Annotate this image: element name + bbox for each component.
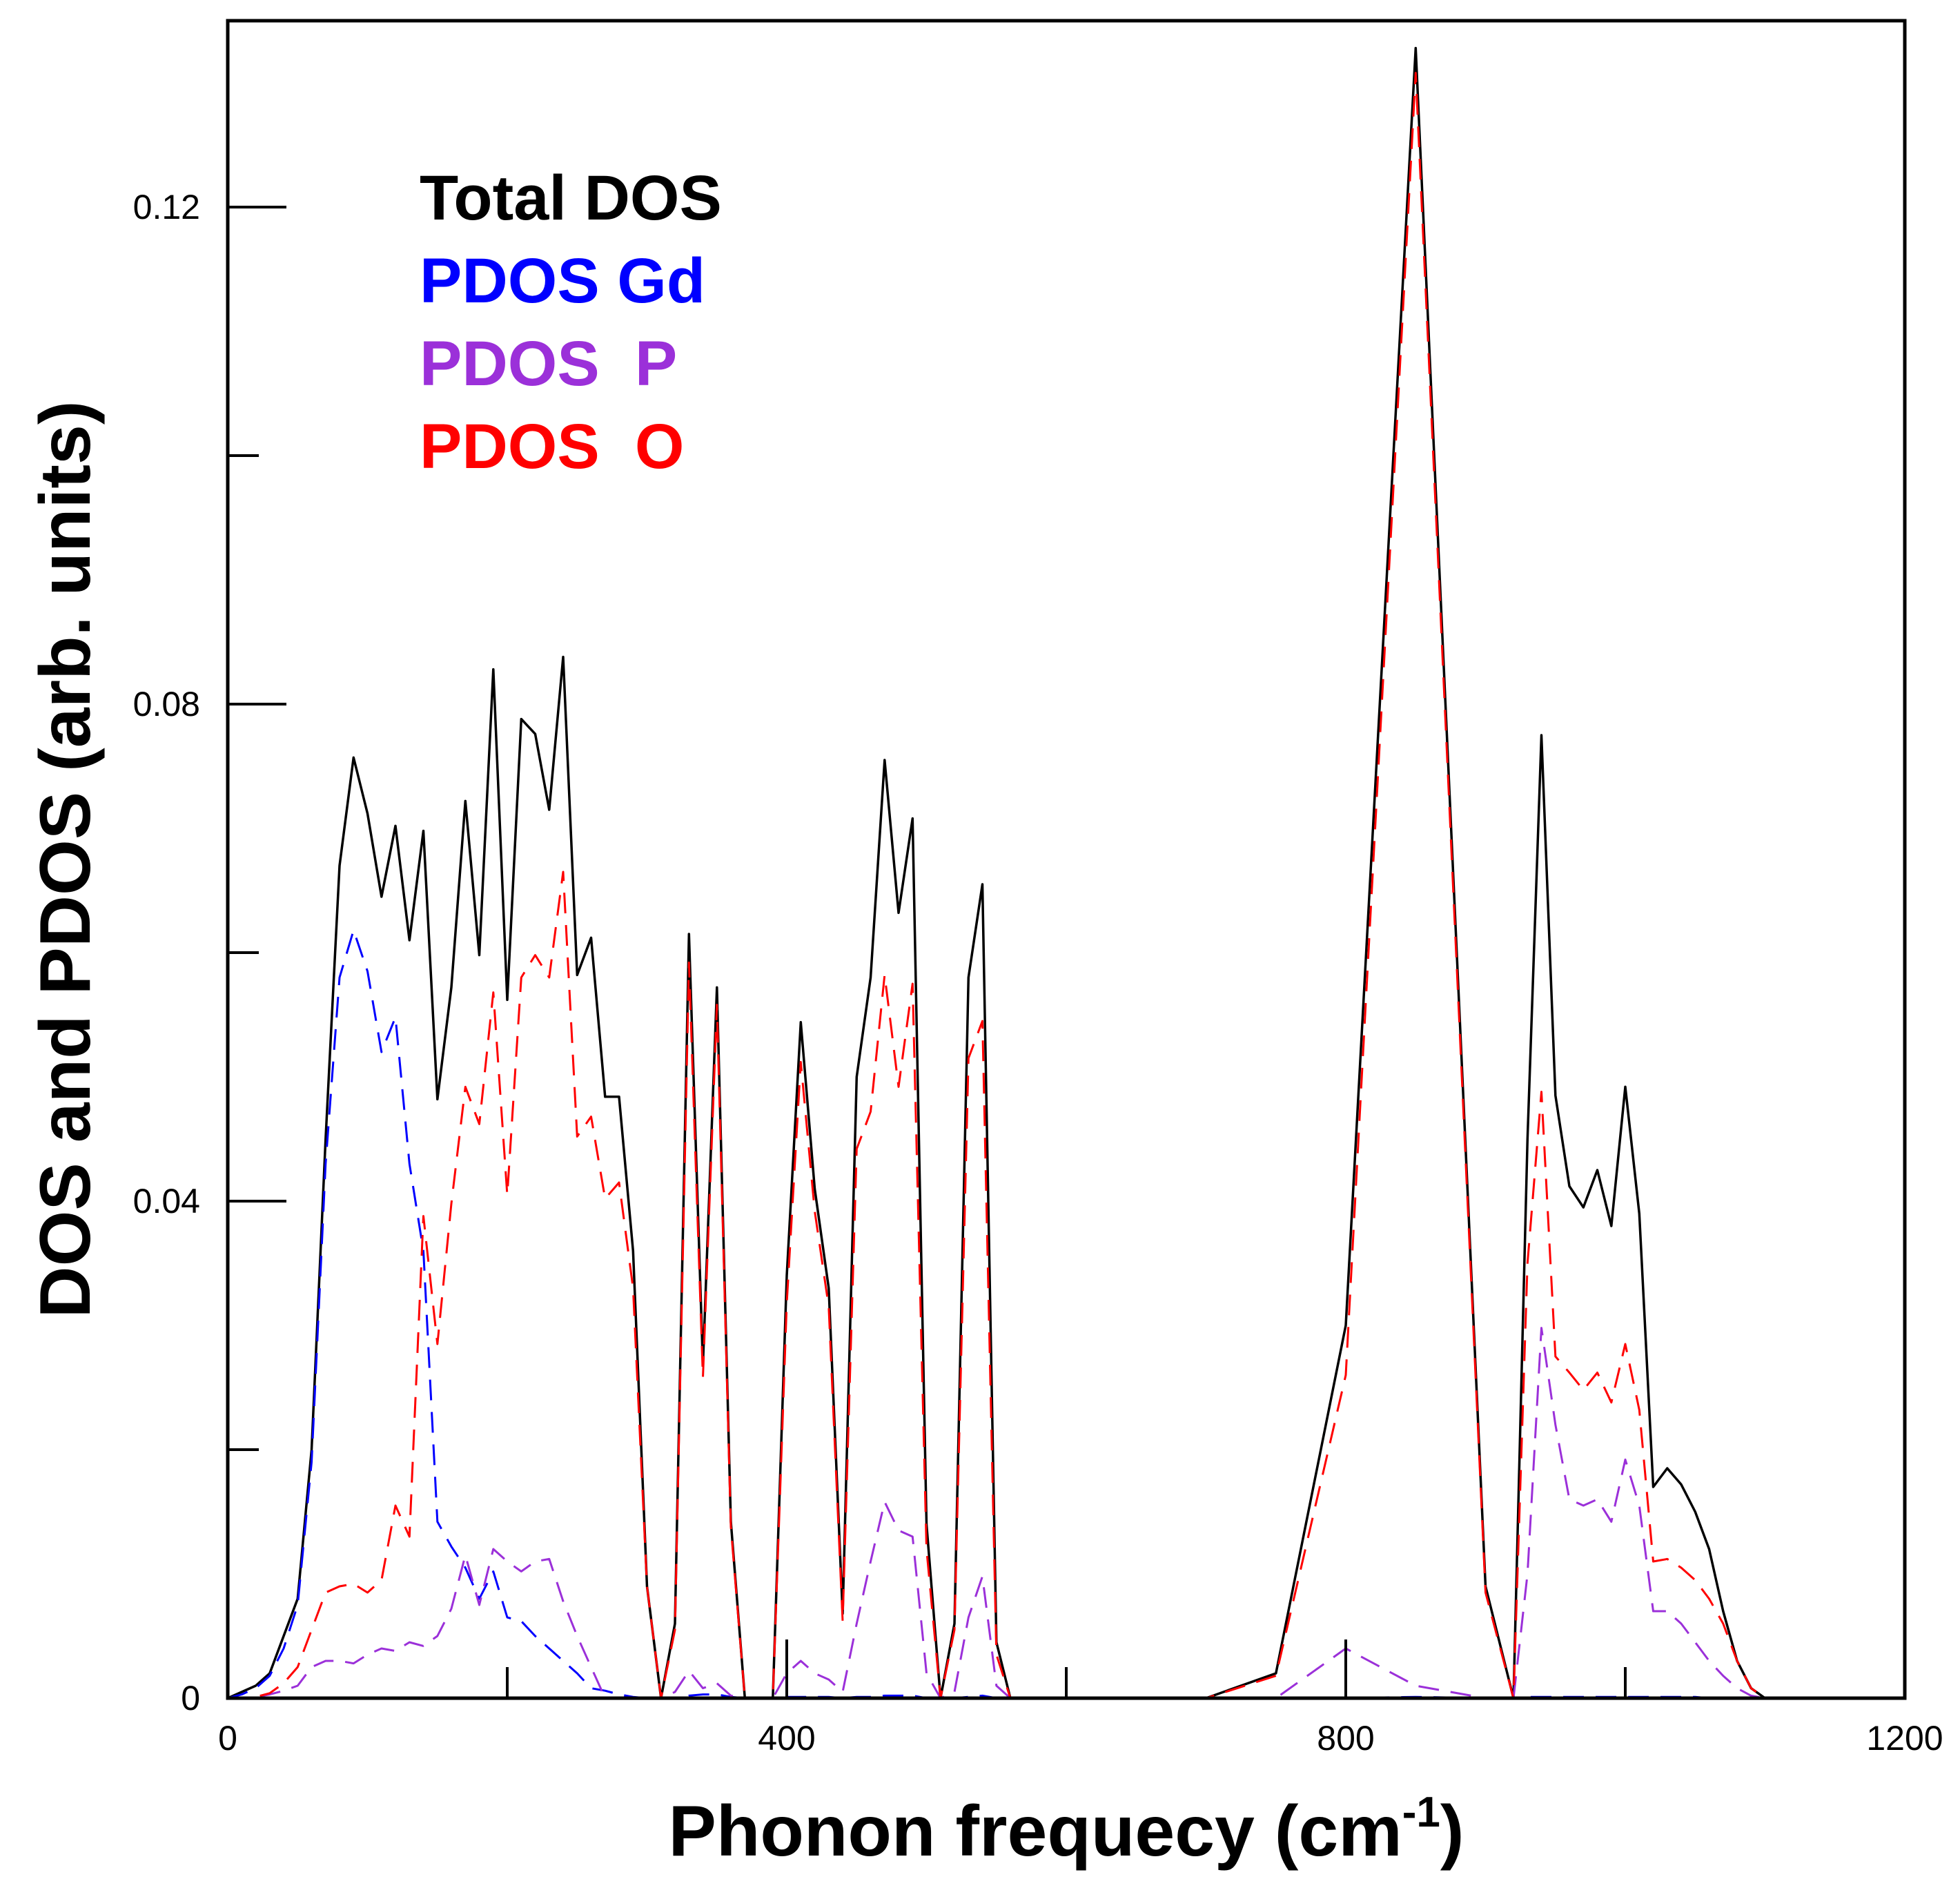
y-axis-title: DOS and PDOS (arb. units) [26, 401, 106, 1318]
x-axis-title-superscript: -1 [1402, 1789, 1440, 1836]
legend-pdos-o: PDOS O [420, 411, 684, 482]
legend-pdos-gd: PDOS Gd [420, 246, 705, 316]
series-line-total-dos [227, 46, 1905, 1700]
legend: Total DOS PDOS Gd PDOS P PDOS O [420, 163, 722, 482]
series-line-pdos-p [228, 1327, 1905, 1700]
y-tick-label: 0.12 [133, 188, 200, 226]
series-line-pdos-o [228, 72, 1905, 1700]
x-axis-title-main: Phonon frequecy (cm [668, 1791, 1402, 1871]
x-tick-label: 0 [218, 1719, 237, 1758]
x-tick-label: 400 [758, 1719, 815, 1758]
y-tick-label: 0 [181, 1679, 200, 1717]
y-tick-label: 0.08 [133, 685, 200, 723]
legend-pdos-p: PDOS P [420, 329, 677, 399]
x-axis-title: Phonon frequecy (cm-1) [668, 1789, 1464, 1871]
legend-total-dos: Total DOS [420, 163, 722, 233]
x-axis-title-suffix: ) [1440, 1791, 1464, 1871]
x-tick-label: 800 [1317, 1719, 1374, 1758]
x-tick-label: 1200 [1866, 1719, 1943, 1758]
y-tick-label: 0.04 [133, 1182, 200, 1220]
ticks-layer [226, 206, 1906, 1700]
tick-labels-layer: 0 0.04 0.08 0.12 0 400 800 1200 [133, 188, 1943, 1758]
